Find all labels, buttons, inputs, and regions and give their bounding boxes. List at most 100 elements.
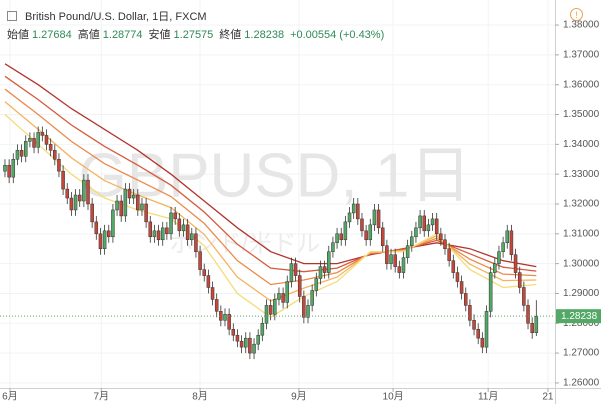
candle-body (227, 314, 231, 330)
candle-body (385, 245, 389, 264)
candle-body (86, 179, 90, 205)
candle-body (181, 224, 186, 232)
x-tick-label: 9月 (291, 391, 307, 403)
y-tick-label: 1.30000 (563, 258, 600, 269)
candle-body (144, 203, 148, 223)
candle-body (169, 212, 173, 235)
candle-body (356, 203, 360, 220)
candle-body (351, 203, 356, 214)
candle-body (82, 179, 86, 202)
candle-body (57, 159, 61, 172)
candle-body (260, 323, 265, 336)
candle-body (505, 230, 510, 244)
candle-body (15, 150, 20, 160)
candle-body (480, 337, 485, 348)
candle-body (264, 305, 269, 324)
candle-body (7, 164, 11, 178)
candle-body (190, 233, 194, 241)
candle-body (273, 299, 277, 315)
warning-icon[interactable]: ! (570, 8, 583, 21)
candle-body (468, 305, 472, 321)
candle-body (65, 188, 69, 199)
candle-body (393, 254, 397, 267)
candle-body (44, 135, 49, 145)
candle-body (198, 251, 202, 270)
candle-body (11, 159, 16, 178)
candle-body (3, 164, 7, 172)
candle-body (19, 150, 24, 157)
candle-body (185, 224, 190, 241)
candle-body (48, 144, 53, 151)
candle-body (335, 233, 339, 244)
candle-body (455, 272, 460, 282)
candle-body (131, 194, 136, 199)
candle-body (115, 200, 119, 211)
y-tick-label: 1.32000 (563, 199, 600, 210)
candle-body (314, 278, 319, 291)
candle-body (140, 203, 144, 211)
candle-body (339, 233, 343, 241)
candle-body (501, 242, 505, 252)
candle-body (368, 224, 373, 241)
candle-body (156, 230, 161, 241)
candle-body (165, 227, 169, 235)
candle-body (23, 141, 28, 157)
candle-body (476, 328, 480, 339)
candle-body (464, 293, 468, 306)
candle-body (443, 239, 447, 249)
x-tick-label: 8月 (192, 391, 208, 403)
candle-body (364, 230, 368, 241)
candle-body (497, 251, 501, 264)
candle-body (306, 305, 310, 318)
candle-body (107, 230, 111, 238)
candle-body (451, 260, 456, 273)
x-tick-label: 10月 (383, 391, 404, 403)
candle-body (223, 314, 227, 321)
last-price-label: 1.28238 (561, 311, 598, 322)
y-tick-label: 1.31000 (563, 228, 600, 239)
candle-body (484, 311, 489, 348)
candle-body (206, 275, 211, 288)
candle-body (127, 188, 132, 199)
candle-body (28, 138, 32, 142)
candle-body (397, 266, 402, 273)
y-tick-label: 1.36000 (563, 79, 600, 90)
candle-body (530, 323, 534, 333)
y-tick-label: 1.38000 (563, 20, 600, 31)
candle-body (90, 203, 94, 223)
candle-body (53, 150, 57, 160)
candle-body (430, 218, 435, 226)
candle-body (202, 269, 206, 276)
candle-body (405, 245, 410, 258)
candle-body (239, 340, 244, 348)
candle-body (160, 227, 165, 241)
x-tick-label: 6月 (2, 391, 18, 403)
candle-body (347, 212, 352, 223)
x-tick-label: 11月 (478, 391, 498, 403)
candle-body (418, 215, 422, 229)
candle-body (73, 194, 78, 211)
candle-body (376, 209, 381, 229)
candle-body (69, 197, 74, 211)
candle-body (36, 132, 40, 148)
candle-body (136, 194, 140, 211)
candle-body (534, 315, 539, 333)
y-tick-label: 1.27000 (563, 348, 600, 359)
candle-body (293, 263, 298, 276)
x-tick-label: 7月 (94, 391, 110, 403)
candle-body (248, 337, 252, 354)
candle-body (372, 209, 377, 226)
candle-body (252, 343, 256, 354)
candle-body (152, 230, 157, 238)
candle-body (32, 138, 36, 148)
x-tick-label: 21 (542, 392, 554, 403)
candle-body (173, 212, 177, 220)
candle-body (214, 299, 219, 312)
candle-body (235, 334, 240, 342)
candle-body (513, 254, 518, 273)
candle-body (194, 233, 198, 252)
candle-body (426, 224, 431, 232)
